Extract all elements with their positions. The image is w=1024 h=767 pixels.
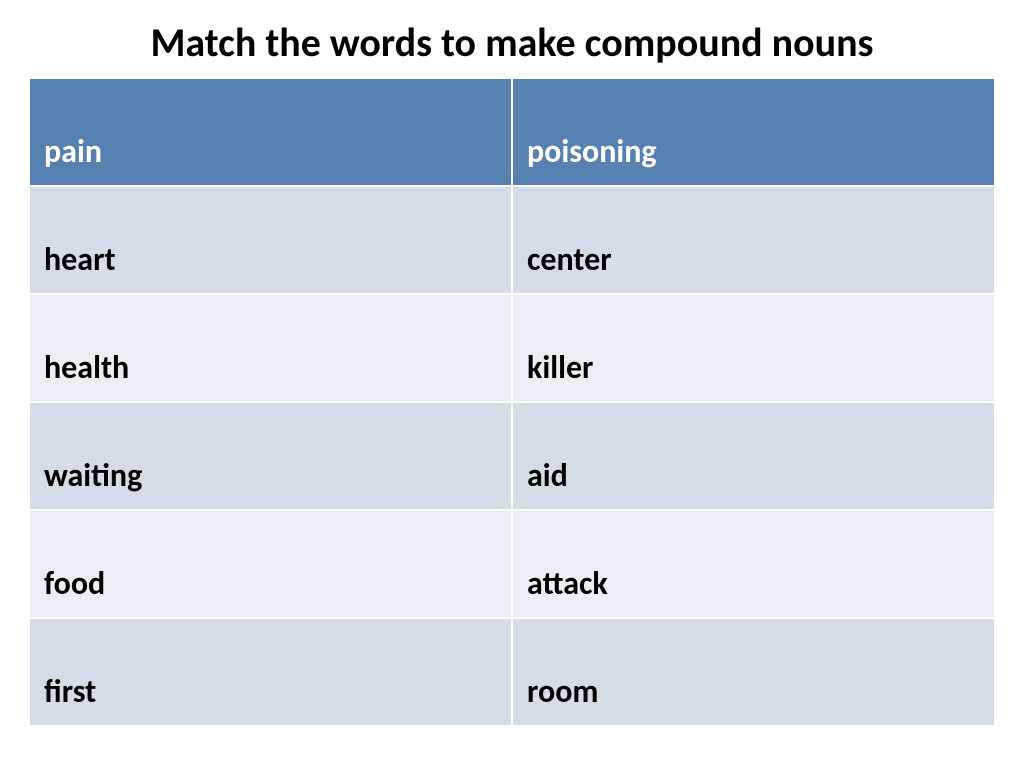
cell-text: aid: [527, 456, 980, 509]
table-row: first room: [29, 618, 995, 726]
cell-text: poisoning: [527, 132, 980, 185]
cell-left: waiting: [29, 402, 512, 510]
table-row: health killer: [29, 294, 995, 402]
table-row: pain poisoning: [29, 78, 995, 186]
cell-right: attack: [512, 510, 995, 618]
page-title: Match the words to make compound nouns: [28, 18, 996, 67]
cell-left: food: [29, 510, 512, 618]
cell-left: pain: [29, 78, 512, 186]
cell-text: waiting: [44, 456, 497, 509]
cell-text: attack: [527, 564, 980, 617]
cell-right: aid: [512, 402, 995, 510]
compound-nouns-table: pain poisoning heart center health kille…: [28, 77, 996, 727]
cell-right: killer: [512, 294, 995, 402]
cell-text: center: [527, 240, 980, 293]
cell-left: heart: [29, 186, 512, 294]
table-row: heart center: [29, 186, 995, 294]
cell-right: room: [512, 618, 995, 726]
cell-right: poisoning: [512, 78, 995, 186]
cell-text: food: [44, 564, 497, 617]
cell-left: first: [29, 618, 512, 726]
cell-text: first: [44, 672, 497, 725]
table-row: food attack: [29, 510, 995, 618]
cell-text: pain: [44, 132, 497, 185]
cell-left: health: [29, 294, 512, 402]
cell-text: room: [527, 672, 980, 725]
cell-text: health: [44, 348, 497, 401]
cell-text: heart: [44, 240, 497, 293]
cell-text: killer: [527, 348, 980, 401]
table-row: waiting aid: [29, 402, 995, 510]
cell-right: center: [512, 186, 995, 294]
